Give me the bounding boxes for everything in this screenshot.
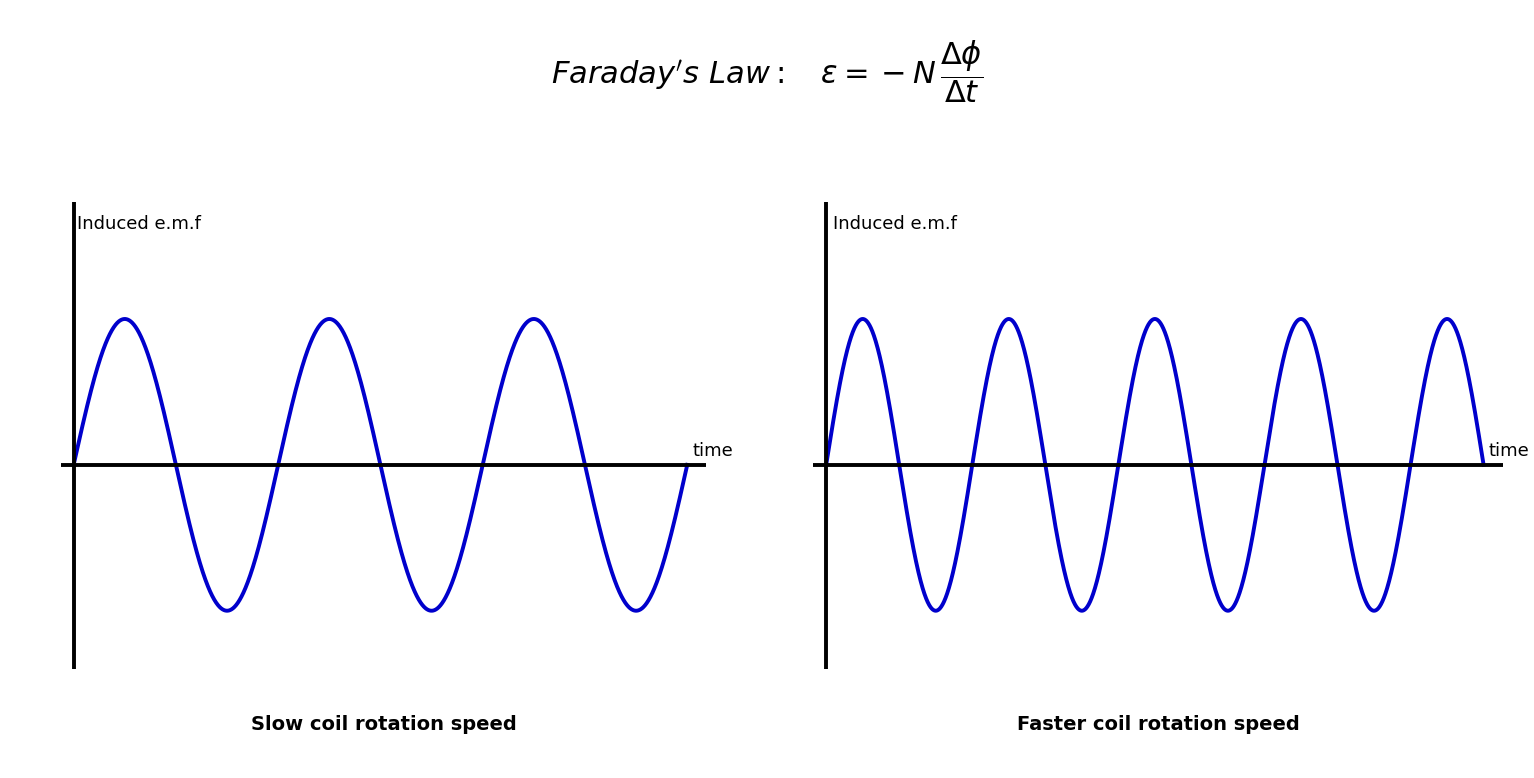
Text: Slow coil rotation speed: Slow coil rotation speed <box>250 715 517 734</box>
Text: Induced e.m.f: Induced e.m.f <box>833 215 957 233</box>
Text: Faster coil rotation speed: Faster coil rotation speed <box>1017 715 1299 734</box>
Text: Induced e.m.f: Induced e.m.f <box>77 215 201 233</box>
Text: time: time <box>1490 442 1529 460</box>
Text: time: time <box>692 442 733 460</box>
Text: $\mathit{Faraday's\ Law:}$$\quad \varepsilon = -N\,\dfrac{\Delta\phi}{\Delta t}$: $\mathit{Faraday's\ Law:}$$\quad \vareps… <box>551 39 983 106</box>
